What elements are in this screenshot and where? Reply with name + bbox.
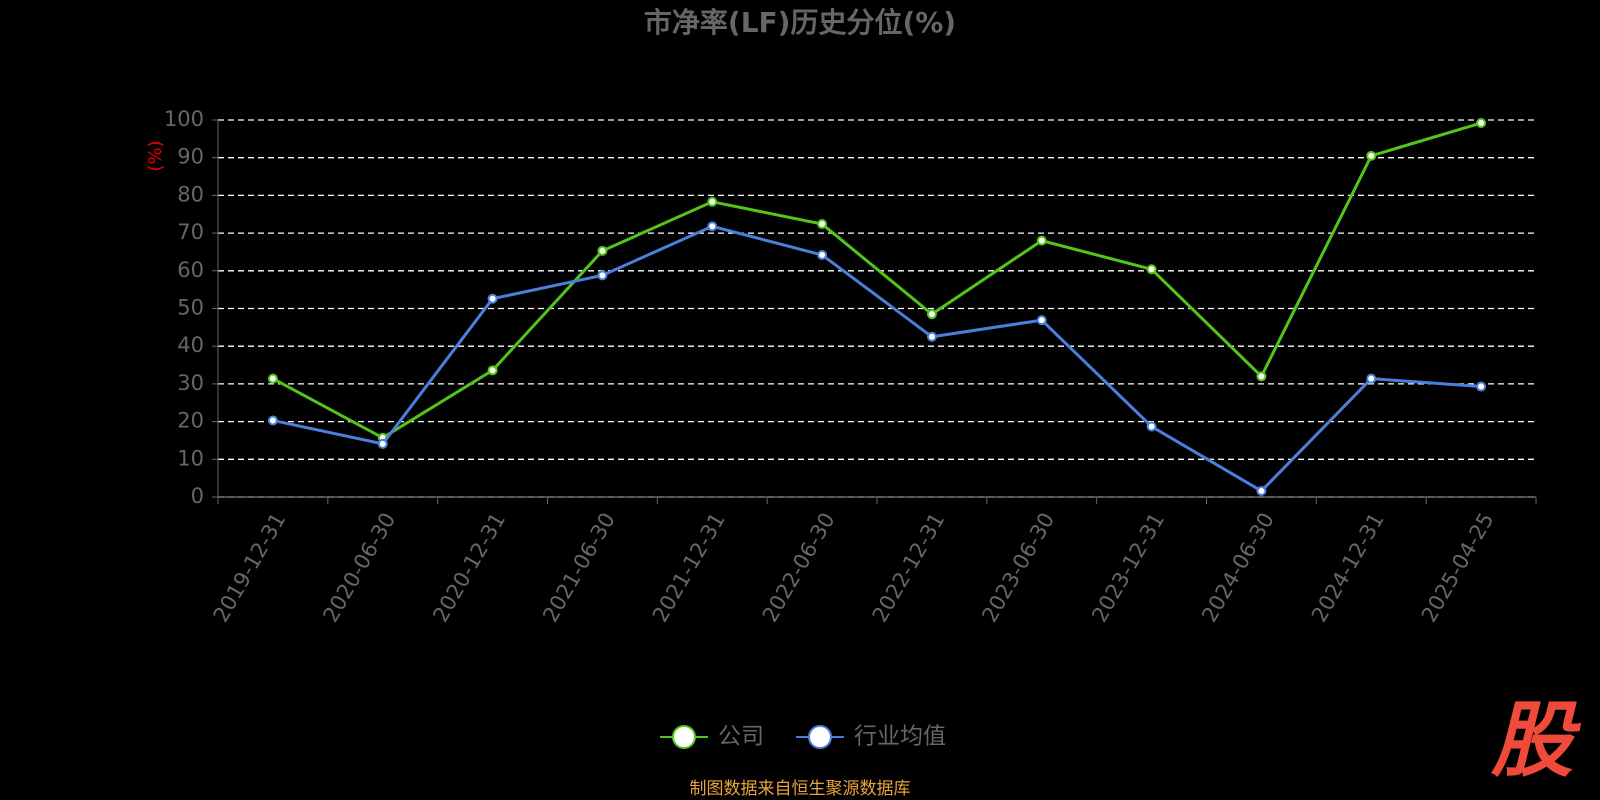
data-point xyxy=(597,245,608,256)
data-point xyxy=(1476,118,1487,129)
data-point xyxy=(707,221,718,232)
y-tick-label: 20 xyxy=(177,409,204,433)
series-line xyxy=(272,224,1482,493)
data-point xyxy=(817,219,828,230)
data-point xyxy=(926,309,937,320)
data-point xyxy=(1476,381,1487,392)
data-point xyxy=(1036,235,1047,246)
y-tick-label: 60 xyxy=(177,258,204,282)
data-point xyxy=(707,196,718,207)
series-line xyxy=(272,121,1482,440)
y-tick-label: 0 xyxy=(191,484,204,508)
data-point xyxy=(1256,485,1267,496)
data-point xyxy=(1146,264,1157,275)
y-tick-label: 50 xyxy=(177,296,204,320)
data-point xyxy=(817,249,828,260)
data-point xyxy=(1146,421,1157,432)
data-point xyxy=(377,438,388,449)
y-axis-label: (%) xyxy=(145,140,166,171)
source-note: 制图数据来自恒生聚源数据库 xyxy=(690,779,911,799)
y-tick-label: 90 xyxy=(177,145,204,169)
data-point xyxy=(1256,371,1267,382)
legend-label: 行业均值 xyxy=(854,724,946,750)
data-point xyxy=(926,331,937,342)
y-tick-label: 100 xyxy=(164,107,204,131)
legend-symbol xyxy=(808,725,832,749)
y-tick-label: 10 xyxy=(177,446,204,470)
y-tick-label: 30 xyxy=(177,371,204,395)
data-point xyxy=(1366,373,1377,384)
data-point xyxy=(267,415,278,426)
logo: 股 xyxy=(1490,693,1581,788)
chart-title: 市净率(LF)历史分位(%) xyxy=(644,6,956,39)
data-point xyxy=(1366,150,1377,161)
data-point xyxy=(1036,315,1047,326)
y-tick-label: 80 xyxy=(177,182,204,206)
data-point xyxy=(267,373,278,384)
y-tick-label: 40 xyxy=(177,333,204,357)
legend-label: 公司 xyxy=(718,724,764,750)
legend-symbol xyxy=(672,725,696,749)
data-point xyxy=(487,365,498,376)
data-point xyxy=(597,270,608,281)
y-tick-label: 70 xyxy=(177,220,204,244)
data-point xyxy=(487,293,498,304)
